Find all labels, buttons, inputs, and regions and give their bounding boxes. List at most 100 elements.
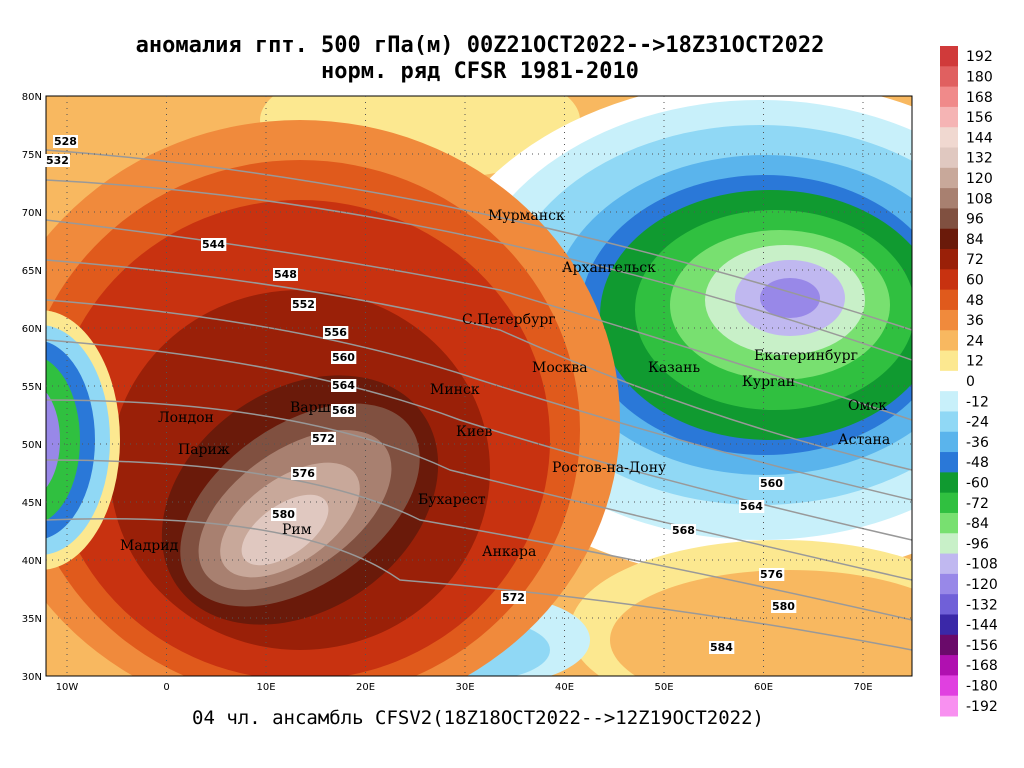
colorbar-swatch bbox=[940, 249, 958, 270]
colorbar-label: -36 bbox=[966, 435, 989, 451]
contour-label: 572 bbox=[502, 591, 525, 604]
contour-label-box bbox=[291, 298, 316, 311]
contour-label: 568 bbox=[332, 404, 355, 417]
contour-label: 584 bbox=[710, 641, 733, 654]
contour-label: 576 bbox=[292, 467, 315, 480]
city-label: Анкара bbox=[482, 544, 536, 560]
colorbar-swatch bbox=[940, 350, 958, 372]
contour-label-box bbox=[311, 432, 336, 445]
colorbar-label: 180 bbox=[966, 69, 993, 85]
lon-tick-label: 30E bbox=[455, 682, 474, 693]
colorbar-swatch bbox=[940, 330, 958, 352]
contour-label: 532 bbox=[46, 154, 69, 167]
contour-label: 548 bbox=[274, 268, 297, 281]
colorbar-swatch bbox=[940, 472, 958, 494]
title-line: норм. ряд CFSR 1981-2010 bbox=[321, 59, 639, 84]
city-label: Екатеринбург bbox=[754, 348, 858, 364]
lon-tick-label: 0 bbox=[163, 682, 169, 693]
colorbar-label: 72 bbox=[966, 252, 984, 268]
colorbar: 1921801681561441321201089684726048362412… bbox=[940, 46, 998, 717]
anomaly-field bbox=[46, 96, 912, 676]
colorbar-label: 192 bbox=[966, 49, 993, 65]
colorbar-label: 12 bbox=[966, 354, 984, 370]
colorbar-label: 144 bbox=[966, 130, 993, 146]
colorbar-label: 24 bbox=[966, 333, 984, 349]
cities: Мурманск Архангельск С.Петербург Москва … bbox=[120, 208, 890, 560]
colorbar-swatch bbox=[940, 614, 958, 636]
contour-label-box bbox=[273, 268, 298, 281]
lat-tick-label: 35N bbox=[22, 614, 42, 625]
colorbar-label: -156 bbox=[966, 638, 998, 654]
city-label: Бухарест bbox=[418, 492, 486, 508]
colorbar-label: -48 bbox=[966, 455, 989, 471]
city-label: Минск bbox=[430, 382, 480, 398]
colorbar-swatch bbox=[940, 533, 958, 555]
colorbar-swatch bbox=[940, 66, 958, 88]
colorbar-label: -168 bbox=[966, 658, 998, 674]
lon-tick-label: 50E bbox=[654, 682, 673, 693]
colorbar-swatch bbox=[940, 208, 958, 230]
colorbar-swatch bbox=[940, 573, 958, 595]
contour-label-box bbox=[671, 524, 696, 537]
colorbar-label: 120 bbox=[966, 171, 993, 187]
city-label: Лондон bbox=[158, 410, 214, 426]
footer-text: 04 чл. ансамбль CFSV2(18Z18OCT2022-->12Z… bbox=[192, 707, 764, 729]
colorbar-label: 84 bbox=[966, 232, 984, 248]
colorbar-swatch bbox=[940, 370, 958, 392]
colorbar-swatch bbox=[940, 655, 958, 676]
contour-label-box bbox=[271, 508, 297, 521]
colorbar-swatch bbox=[940, 594, 958, 615]
lat-tick-label: 30N bbox=[22, 672, 42, 683]
contour-label: 556 bbox=[324, 326, 347, 339]
contour-label: 544 bbox=[202, 238, 225, 251]
contour-label-box bbox=[739, 500, 765, 513]
contour-label-box bbox=[331, 379, 357, 392]
colorbar-label: 168 bbox=[966, 90, 993, 106]
city-label: С.Петербург bbox=[462, 312, 556, 328]
city-label: Омск bbox=[848, 398, 887, 414]
city-label: Мадрид bbox=[120, 538, 179, 554]
colorbar-swatch bbox=[940, 452, 958, 473]
contour-label-box bbox=[323, 326, 349, 339]
lat-tick-label: 65N bbox=[22, 266, 42, 277]
city-label: Архангельск bbox=[562, 260, 656, 276]
contour-label: 580 bbox=[772, 600, 795, 613]
colorbar-swatch bbox=[940, 269, 958, 291]
colorbar-swatch bbox=[940, 695, 958, 717]
lon-tick-label: 20E bbox=[356, 682, 375, 693]
contour-label: 580 bbox=[272, 508, 295, 521]
contour-label: 572 bbox=[312, 432, 335, 445]
colorbar-label: 60 bbox=[966, 272, 984, 288]
colorbar-swatch bbox=[940, 309, 958, 331]
contour-label: 560 bbox=[760, 477, 783, 490]
contour-label-box bbox=[331, 404, 356, 417]
colorbar-swatch bbox=[940, 431, 958, 453]
colorbar-swatch bbox=[940, 46, 958, 67]
contour-label: 568 bbox=[672, 524, 695, 537]
colorbar-swatch bbox=[940, 634, 958, 656]
lat-tick-label: 60N bbox=[22, 324, 42, 335]
colorbar-swatch bbox=[940, 127, 958, 149]
colorbar-label: 156 bbox=[966, 110, 993, 126]
city-label: Курган bbox=[742, 374, 795, 390]
lon-tick-label: 10W bbox=[56, 682, 79, 693]
contour-label-box bbox=[291, 467, 317, 480]
contour-label: 552 bbox=[292, 298, 315, 311]
lon-tick-label: 70E bbox=[853, 682, 872, 693]
contour-label: 528 bbox=[54, 135, 77, 148]
colorbar-swatch bbox=[940, 492, 958, 514]
contour-label-box bbox=[201, 238, 227, 251]
colorbar-label: -144 bbox=[966, 618, 998, 634]
contour-label-box bbox=[759, 477, 785, 490]
contour-label-box bbox=[45, 154, 70, 167]
lat-tick-label: 80N bbox=[22, 92, 42, 103]
contour-label-box bbox=[771, 600, 797, 613]
city-label: Париж bbox=[178, 442, 230, 458]
colorbar-swatch bbox=[940, 553, 958, 575]
contour-label: 576 bbox=[760, 568, 783, 581]
lon-tick-label: 10E bbox=[256, 682, 275, 693]
colorbar-swatch bbox=[940, 106, 958, 128]
colorbar-swatch bbox=[940, 675, 958, 697]
colorbar-label: -12 bbox=[966, 394, 989, 410]
